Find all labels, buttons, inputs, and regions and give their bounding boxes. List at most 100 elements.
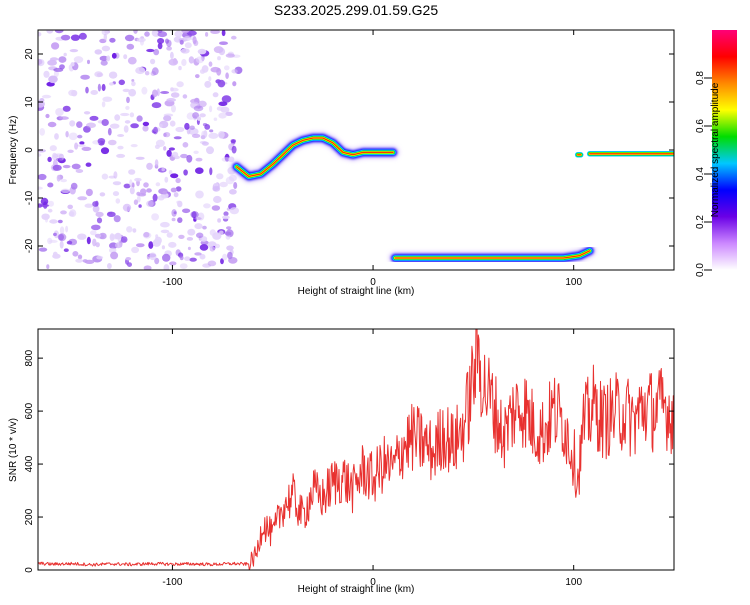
colorbar-tick-label: 0.0 xyxy=(695,263,706,277)
noise-blob xyxy=(170,87,174,92)
noise-blob xyxy=(54,30,64,34)
noise-blob xyxy=(164,176,169,183)
noise-blob xyxy=(146,200,154,207)
colorbar-gradient xyxy=(712,30,737,270)
heatmap-xlabel: Height of straight line (km) xyxy=(298,286,415,297)
noise-blob xyxy=(122,88,130,93)
noise-blob xyxy=(129,179,133,187)
noise-blob xyxy=(162,190,168,195)
noise-blob xyxy=(203,203,211,209)
noise-blob xyxy=(212,185,221,192)
noise-blob xyxy=(53,230,59,239)
noise-blob xyxy=(175,177,181,184)
noise-blob xyxy=(163,264,170,270)
noise-blob xyxy=(131,246,140,254)
noise-blob xyxy=(45,113,50,119)
noise-blob xyxy=(222,215,230,220)
noise-blob xyxy=(182,208,191,214)
noise-blob xyxy=(57,233,67,242)
colorbar-tick-label: 0.4 xyxy=(695,167,706,181)
noise-blob xyxy=(38,186,43,190)
noise-blob xyxy=(212,92,219,98)
noise-blob xyxy=(120,112,130,117)
noise-blob xyxy=(209,105,213,113)
noise-blob xyxy=(224,65,230,71)
noise-blob xyxy=(84,259,95,264)
noise-blob xyxy=(160,91,170,94)
noise-blob xyxy=(208,61,213,67)
noise-blob xyxy=(101,173,109,180)
noise-blob xyxy=(228,156,235,163)
noise-blob xyxy=(131,81,136,87)
noise-blob xyxy=(114,114,121,121)
noise-blob xyxy=(180,48,190,54)
noise-blob xyxy=(103,33,108,41)
noise-blob xyxy=(195,190,204,199)
noise-blob xyxy=(168,58,179,66)
noise-blob xyxy=(161,167,165,172)
noise-blob xyxy=(181,58,187,67)
noise-blob xyxy=(193,150,199,154)
noise-blob xyxy=(126,43,135,50)
noise-blob xyxy=(230,139,237,143)
snr-frame xyxy=(37,328,675,571)
noise-blob xyxy=(111,52,117,59)
noise-blob xyxy=(59,64,65,70)
colorbar-tick-label: 0.6 xyxy=(695,119,706,133)
noise-blob xyxy=(141,86,148,95)
noise-blob xyxy=(101,30,109,36)
noise-blob xyxy=(216,173,224,180)
noise-blob xyxy=(231,145,237,154)
noise-blob xyxy=(143,231,150,238)
noise-blob xyxy=(183,169,188,176)
noise-blob xyxy=(124,120,131,124)
colorbar-ticks: 0.0 0.2 0.4 0.6 0.8 xyxy=(695,71,712,277)
noise-blob xyxy=(40,197,49,205)
noise-blob xyxy=(184,122,190,130)
noise-blob xyxy=(38,58,43,65)
noise-blob xyxy=(205,32,209,37)
noise-blob xyxy=(46,264,50,269)
noise-blob xyxy=(87,59,90,65)
noise-blob xyxy=(199,253,206,260)
noise-blob xyxy=(200,135,206,140)
noise-blob xyxy=(219,41,228,45)
noise-blob xyxy=(207,260,217,267)
noise-blob xyxy=(208,76,212,82)
heatmap-ytick-label: 20 xyxy=(24,48,35,60)
noise-blob xyxy=(47,121,57,128)
noise-blob xyxy=(94,233,102,238)
noise-blob xyxy=(133,30,138,34)
noise-blob xyxy=(225,72,229,79)
snr-ytick-label: 600 xyxy=(24,402,35,419)
noise-blob xyxy=(38,247,48,252)
noise-blob xyxy=(101,101,106,108)
noise-blob xyxy=(125,105,130,110)
noise-blob xyxy=(142,121,150,127)
upper-track-layer xyxy=(235,137,394,178)
noise-blob xyxy=(178,234,185,239)
noise-blob xyxy=(98,232,107,240)
noise-blob xyxy=(63,52,67,57)
noise-blob xyxy=(92,201,99,207)
noise-blob xyxy=(171,217,176,222)
noise-blob xyxy=(91,224,101,231)
noise-blob xyxy=(84,203,94,208)
noise-blob xyxy=(56,174,61,182)
noise-blob xyxy=(57,219,63,224)
snr-xlabel: Height of straight line (km) xyxy=(298,584,415,595)
noise-blob xyxy=(126,226,133,233)
noise-blob xyxy=(109,82,114,86)
noise-blob xyxy=(175,186,182,192)
noise-blob xyxy=(77,134,83,139)
noise-blob xyxy=(227,251,233,260)
noise-blob xyxy=(54,133,59,140)
noise-blob xyxy=(59,226,65,235)
noise-blob xyxy=(122,203,132,212)
noise-blob xyxy=(199,113,206,118)
noise-blob xyxy=(218,112,227,119)
noise-blob xyxy=(97,138,106,145)
noise-blob xyxy=(127,56,137,65)
noise-blob xyxy=(195,167,204,174)
